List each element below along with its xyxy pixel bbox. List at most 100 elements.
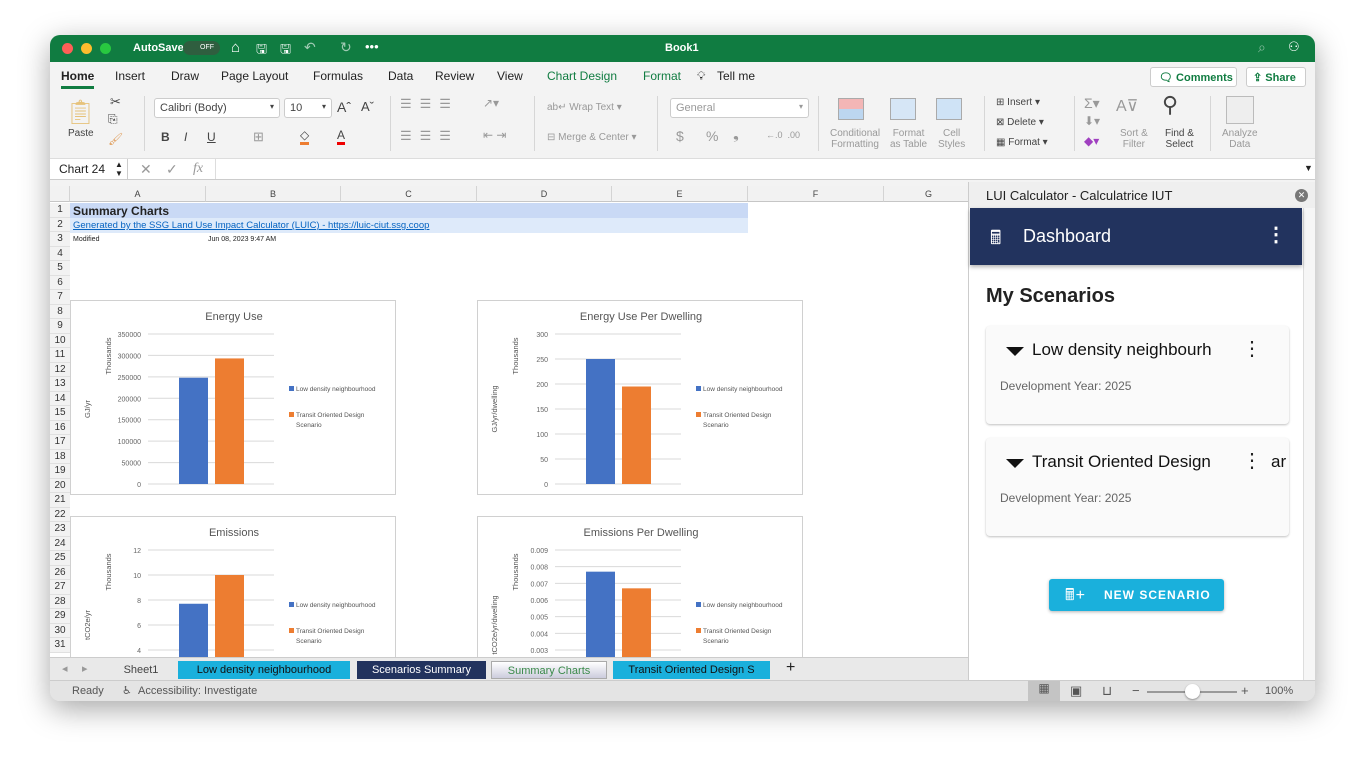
cell-styles-button[interactable]: Cell Styles: [938, 128, 965, 150]
row-header[interactable]: 1: [50, 203, 70, 218]
redo-icon[interactable]: ↻: [340, 39, 352, 55]
scenario-menu-icon[interactable]: ⋮: [1242, 338, 1262, 360]
tab-review[interactable]: Review: [435, 69, 475, 83]
borders-icon[interactable]: ⊞: [253, 129, 264, 144]
row-header[interactable]: 30: [50, 623, 70, 638]
delete-cells-button[interactable]: ⊠ Delete ▾: [996, 117, 1044, 128]
cell-a2-link[interactable]: Generated by the SSG Land Use Impact Cal…: [70, 218, 748, 233]
sheet-tab-summary-charts[interactable]: Summary Charts: [491, 661, 607, 679]
zoom-slider-thumb[interactable]: [1185, 684, 1200, 699]
horizontal-align-icons[interactable]: ☰☰☰: [400, 128, 459, 143]
tell-me-search[interactable]: Tell me: [717, 69, 756, 83]
page-break-view-icon[interactable]: ⊔: [1102, 683, 1113, 698]
row-header[interactable]: 3: [50, 232, 70, 247]
wrap-text-button[interactable]: ab↵ Wrap Text ▾: [547, 102, 622, 113]
percent-button[interactable]: %: [706, 128, 719, 144]
row-header[interactable]: 4: [50, 246, 70, 261]
scenario-card[interactable]: Low density neighbourh ⋮ Development Yea…: [986, 326, 1289, 424]
row-header[interactable]: 11: [50, 348, 70, 363]
accessibility-status[interactable]: Accessibility: Investigate: [138, 685, 258, 697]
increase-font-icon[interactable]: Aˆ: [337, 99, 351, 115]
cell-a1[interactable]: Summary Charts: [70, 203, 748, 218]
tab-insert[interactable]: Insert: [115, 69, 146, 83]
name-box[interactable]: Chart 24 ▲ ▼: [50, 159, 128, 179]
currency-button[interactable]: $: [676, 128, 684, 144]
paste-icon[interactable]: 📋︎: [65, 99, 96, 126]
row-header[interactable]: 27: [50, 580, 70, 595]
enter-icon[interactable]: ✓: [166, 161, 178, 177]
row-header[interactable]: 29: [50, 609, 70, 624]
cut-icon[interactable]: ✂: [110, 94, 121, 109]
comments-button[interactable]: 🗨︎ Comments: [1150, 67, 1237, 87]
column-header[interactable]: C: [341, 186, 477, 202]
row-header[interactable]: 2: [50, 217, 70, 232]
row-header[interactable]: 21: [50, 493, 70, 508]
row-header[interactable]: 26: [50, 565, 70, 580]
row-header[interactable]: 31: [50, 638, 70, 653]
paste-label[interactable]: Paste: [68, 128, 94, 139]
save-as-icon[interactable]: 🖫: [280, 41, 292, 56]
column-header[interactable]: E: [612, 186, 748, 202]
formula-input[interactable]: [215, 159, 1300, 179]
row-header[interactable]: 13: [50, 377, 70, 392]
expand-icon[interactable]: [1006, 347, 1024, 356]
tab-chart-design[interactable]: Chart Design: [547, 69, 618, 83]
tab-view[interactable]: View: [497, 69, 523, 83]
font-size-select[interactable]: 10 ▾: [284, 98, 332, 118]
more-icon[interactable]: •••: [365, 39, 379, 54]
row-header[interactable]: 12: [50, 362, 70, 377]
tab-draw[interactable]: Draw: [171, 69, 200, 83]
scenario-card[interactable]: Transit Oriented Design ⋮ ar Development…: [986, 438, 1289, 536]
home-icon[interactable]: ⌂: [231, 39, 241, 56]
row-header[interactable]: 15: [50, 406, 70, 421]
zoom-window-button[interactable]: [100, 43, 111, 54]
sort-filter-button[interactable]: Sort & Filter: [1120, 128, 1148, 150]
fill-color-icon[interactable]: ◇: [300, 128, 310, 145]
row-header[interactable]: 23: [50, 522, 70, 537]
column-header[interactable]: B: [206, 186, 341, 202]
column-header[interactable]: D: [477, 186, 612, 202]
indent-icons[interactable]: ⇤ ⇥: [483, 128, 507, 142]
cell-b3[interactable]: Jun 08, 2023 9:47 AM: [208, 236, 277, 243]
format-as-table-icon[interactable]: [890, 98, 916, 120]
row-header[interactable]: 22: [50, 507, 70, 522]
row-header[interactable]: 5: [50, 261, 70, 276]
row-header[interactable]: 14: [50, 391, 70, 406]
vertical-align-icons[interactable]: ☰☰☰: [400, 96, 459, 111]
row-header[interactable]: 28: [50, 594, 70, 609]
tab-data[interactable]: Data: [388, 69, 414, 83]
orientation-icon[interactable]: ↗▾: [483, 96, 500, 110]
cancel-icon[interactable]: ✕: [140, 161, 152, 177]
row-header[interactable]: 19: [50, 464, 70, 479]
autosum-icon[interactable]: Σ▾: [1084, 95, 1100, 111]
row-header[interactable]: 10: [50, 333, 70, 348]
add-sheet-icon[interactable]: +: [786, 659, 796, 676]
next-sheet-icon[interactable]: ▸: [82, 663, 88, 675]
row-header[interactable]: 8: [50, 304, 70, 319]
row-header[interactable]: 20: [50, 478, 70, 493]
autosave-toggle[interactable]: OFF: [183, 41, 220, 55]
copy-icon[interactable]: ⎘: [108, 112, 118, 126]
expand-icon[interactable]: [1006, 459, 1024, 468]
tab-home[interactable]: Home: [61, 69, 95, 89]
analyze-data-icon[interactable]: [1226, 96, 1254, 124]
close-window-button[interactable]: [62, 43, 73, 54]
scenario-menu-icon[interactable]: ⋮: [1242, 450, 1262, 472]
minimize-window-button[interactable]: [81, 43, 92, 54]
format-painter-icon[interactable]: 🖌︎: [108, 132, 124, 146]
undo-icon[interactable]: ↶: [304, 39, 316, 55]
bold-button[interactable]: B: [161, 130, 170, 144]
chart-energy-use-per-dwelling[interactable]: Energy Use Per Dwelling 0 50 100 150 200 250 30…: [477, 300, 803, 495]
save-icon[interactable]: 🖫: [256, 41, 268, 56]
conditional-formatting-button[interactable]: Conditional Formatting: [830, 128, 880, 150]
search-icon[interactable]: ⌕: [1258, 39, 1266, 55]
column-header[interactable]: F: [748, 186, 884, 202]
sheet-tab-sheet1[interactable]: Sheet1: [123, 664, 159, 676]
font-color-icon[interactable]: A: [337, 128, 346, 145]
share-people-icon[interactable]: ⚇: [1288, 39, 1300, 54]
merge-center-button[interactable]: ⊟ Merge & Center ▾: [547, 132, 637, 143]
tab-formulas[interactable]: Formulas: [313, 69, 364, 83]
row-header[interactable]: 9: [50, 319, 70, 334]
